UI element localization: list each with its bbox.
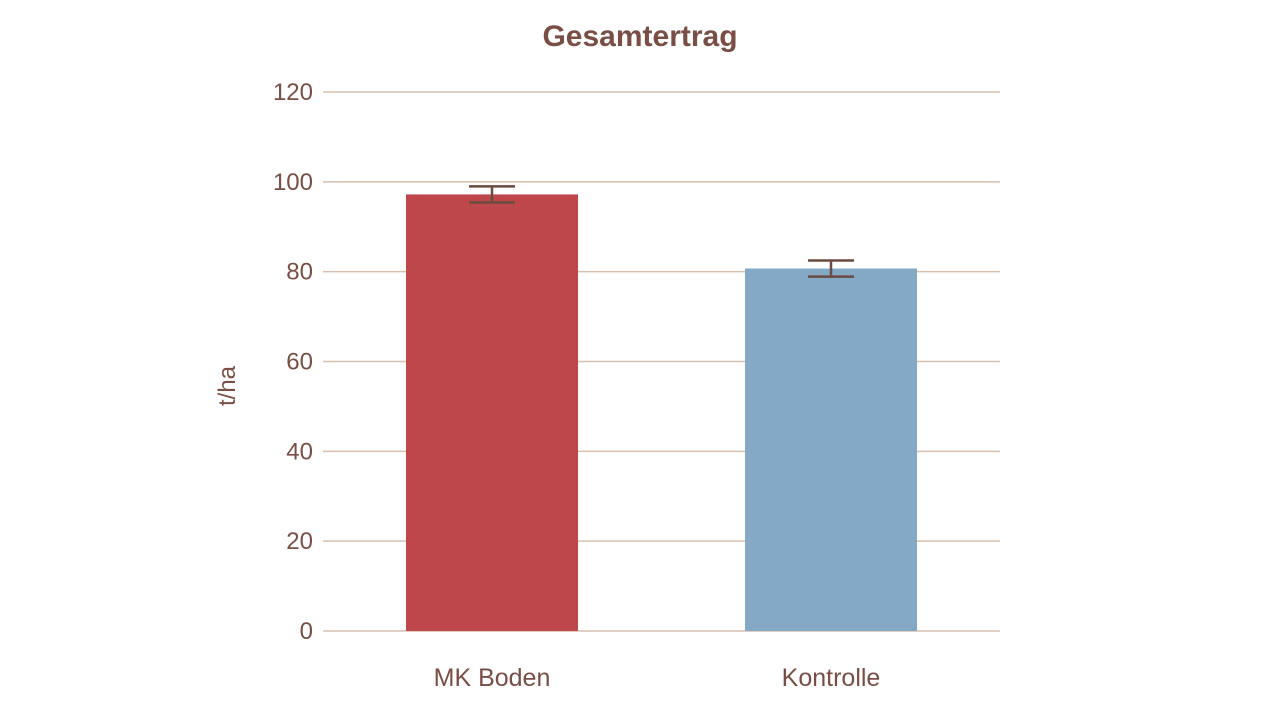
y-tick-label: 20: [286, 528, 313, 555]
y-tick-label: 0: [300, 618, 313, 645]
y-tick-label: 100: [273, 169, 313, 196]
bar: [745, 268, 917, 631]
y-tick-label: 80: [286, 259, 313, 286]
error-bar: [469, 185, 515, 204]
y-tick-label: 120: [273, 79, 313, 106]
error-bars: [469, 185, 854, 278]
x-category-label: MK Boden: [434, 664, 551, 692]
y-axis-label: t/ha: [214, 365, 241, 406]
y-tick-label: 40: [286, 438, 313, 465]
chart-title: Gesamtertrag: [542, 20, 737, 53]
bar: [406, 194, 578, 631]
bars: [406, 194, 917, 631]
category-labels: MK Boden Kontrolle: [434, 664, 881, 692]
y-tick-label: 60: [286, 349, 313, 376]
x-category-label: Kontrolle: [782, 664, 881, 692]
error-bar: [808, 259, 854, 278]
y-tick-labels: 0 20 40 60 80 100 120: [273, 79, 313, 645]
